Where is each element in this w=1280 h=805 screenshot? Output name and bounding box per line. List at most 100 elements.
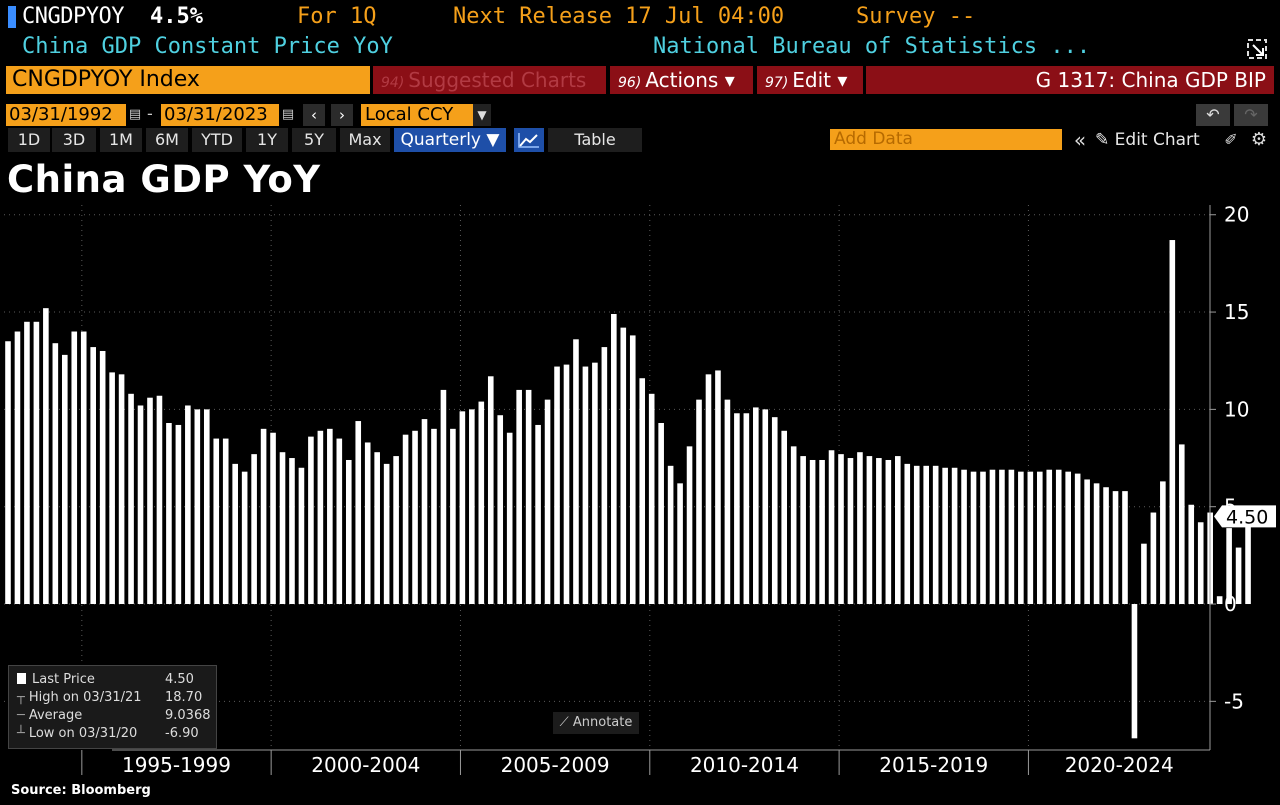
survey-label: Survey -- <box>856 4 976 29</box>
bar <box>241 471 248 605</box>
bar <box>1027 471 1034 605</box>
data-source-link[interactable]: National Bureau of Statistics ... <box>653 34 1091 59</box>
bar <box>999 469 1005 605</box>
bar <box>43 308 49 605</box>
period-label: For 1Q <box>297 4 377 29</box>
bar <box>497 415 504 605</box>
bar <box>677 483 683 605</box>
bar <box>14 331 21 605</box>
popout-icon[interactable] <box>1246 38 1268 60</box>
bar <box>790 446 797 605</box>
double-chevron-left-icon[interactable]: « <box>1073 128 1087 152</box>
bar <box>175 424 182 605</box>
bar <box>203 409 210 605</box>
period-button-1m[interactable]: 1M <box>100 128 142 152</box>
table-view-button[interactable]: Table <box>548 128 642 152</box>
bar <box>667 465 674 605</box>
calendar-icon[interactable]: ▤ <box>281 107 295 122</box>
bar <box>1112 491 1119 605</box>
bar <box>298 467 305 605</box>
frequency-select[interactable]: Quarterly ▼ <box>394 128 506 152</box>
period-button-1d[interactable]: 1D <box>8 128 50 152</box>
x-tick-label: 1995-1999 <box>122 753 231 777</box>
bar <box>166 423 172 605</box>
redo-icon[interactable]: ↷ <box>1234 104 1268 126</box>
annotate-button[interactable]: ⟋ Annotate <box>553 712 639 734</box>
gear-icon[interactable]: ⚙ <box>1250 129 1268 150</box>
currency-value: Local CCY <box>365 104 454 125</box>
bar <box>194 409 201 605</box>
bar <box>686 446 693 605</box>
y-tick-label: 10 <box>1224 397 1249 421</box>
period-button-ytd[interactable]: YTD <box>192 128 242 152</box>
bar <box>478 401 485 605</box>
bar <box>923 465 930 605</box>
bar <box>1008 469 1015 605</box>
start-date-input[interactable]: 03/31/1992 <box>6 104 126 126</box>
chevron-down-icon[interactable]: ▼ <box>473 104 491 126</box>
x-tick-label: 2005-2009 <box>501 753 610 777</box>
bar <box>421 419 428 605</box>
y-tick-label: 15 <box>1224 300 1249 324</box>
chevron-right-icon[interactable]: › <box>331 104 353 126</box>
bar <box>1103 487 1109 605</box>
bar <box>743 413 750 605</box>
pencil-icon: ✎ <box>1095 130 1115 150</box>
bar <box>402 434 409 605</box>
ticker-marker <box>8 6 16 28</box>
bar <box>771 417 778 605</box>
bar <box>251 454 257 605</box>
period-button-3d[interactable]: 3D <box>52 128 96 152</box>
security-input[interactable]: CNGDPYOY Index <box>6 66 370 94</box>
add-data-input[interactable]: Add Data <box>830 129 1062 150</box>
bar <box>185 405 191 605</box>
x-tick-label: 2020-2024 <box>1065 753 1174 777</box>
bar <box>516 389 522 605</box>
chart-legend[interactable]: Last Price 4.50 ┬ High on 03/31/21 18.70 … <box>8 665 217 749</box>
bar <box>270 432 276 605</box>
bar <box>364 442 371 605</box>
square-icon <box>17 673 26 684</box>
undo-icon[interactable]: ↶ <box>1196 104 1230 126</box>
edit-chart-button[interactable]: ✎ Edit Chart <box>1095 128 1200 152</box>
bar <box>961 469 967 605</box>
suggested-charts-number: 94) <box>381 75 405 91</box>
bar <box>156 395 163 605</box>
legend-value: 4.50 <box>165 672 194 687</box>
period-button-max[interactable]: Max <box>340 128 390 152</box>
calendar-icon[interactable]: ▤ <box>128 107 142 122</box>
period-button-1y[interactable]: 1Y <box>246 128 288 152</box>
bar <box>535 424 541 605</box>
low-marker-icon: ┴ <box>17 726 25 741</box>
chevron-left-icon[interactable]: ‹ <box>303 104 325 126</box>
bar <box>1084 479 1090 605</box>
pencil-icon: ⟋ <box>559 715 573 730</box>
bar <box>828 450 835 605</box>
bar <box>592 362 598 605</box>
edit-number: 97) <box>765 75 789 91</box>
edit-menu-button[interactable]: 97) Edit ▾ <box>757 66 863 94</box>
period-button-5y[interactable]: 5Y <box>292 128 336 152</box>
bar <box>5 341 11 605</box>
end-date-input[interactable]: 03/31/2023 <box>161 104 279 126</box>
bar <box>913 465 920 605</box>
bar <box>355 421 362 605</box>
actions-menu-button[interactable]: 96) Actions ▾ <box>610 66 753 94</box>
line-chart-icon[interactable] <box>514 128 544 152</box>
bar <box>601 347 608 605</box>
bar <box>1245 516 1251 605</box>
bar <box>506 432 513 605</box>
x-tick-label: 2015-2019 <box>879 753 988 777</box>
bar <box>857 452 863 605</box>
currency-select[interactable]: Local CCY ▼ <box>361 104 491 126</box>
period-button-6m[interactable]: 6M <box>146 128 188 152</box>
bar <box>876 458 882 605</box>
suggested-charts-button[interactable]: 94) Suggested Charts <box>373 66 606 94</box>
bar <box>147 397 153 605</box>
annotation-tool-icon[interactable]: ✐ <box>1224 130 1238 149</box>
bar <box>658 423 664 605</box>
average-marker-icon: ─ <box>17 708 25 723</box>
bar <box>951 467 958 605</box>
bar <box>289 458 295 605</box>
bar <box>932 465 939 605</box>
